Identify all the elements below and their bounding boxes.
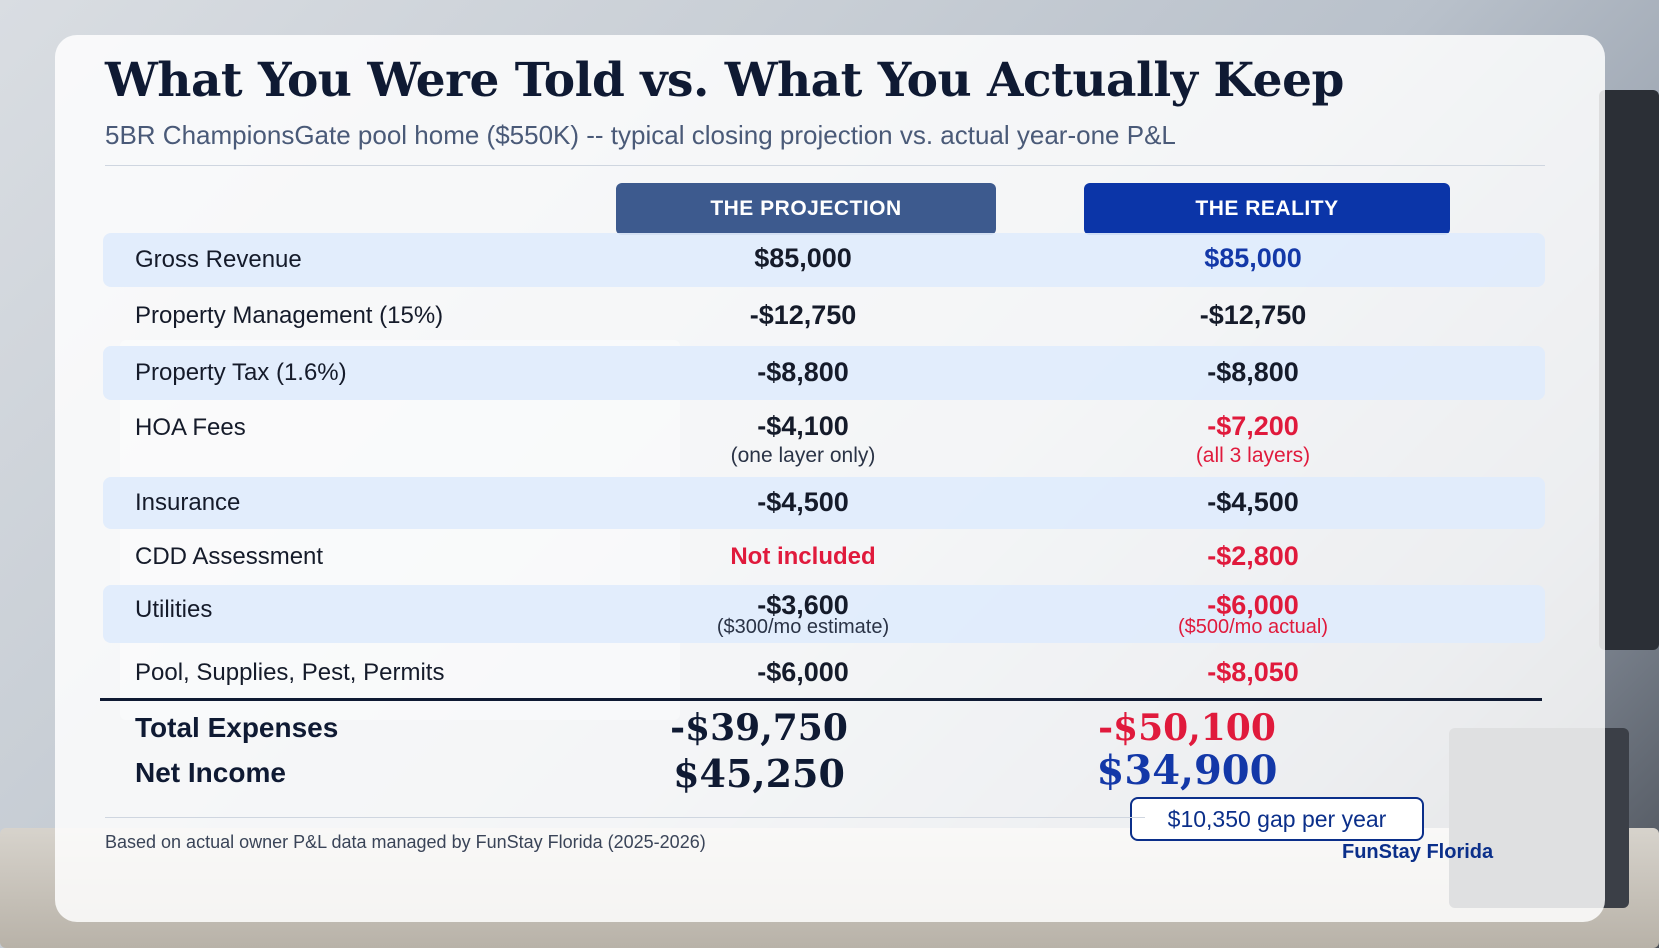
- page-title: What You Were Told vs. What You Actually…: [105, 53, 1344, 108]
- row-label: Property Tax (1.6%): [135, 359, 347, 386]
- projection-amount: -$12,750: [749, 300, 857, 330]
- projection-note: ($300/mo estimate): [716, 616, 890, 638]
- projection-cell: -$12,750: [593, 300, 1013, 331]
- table-row-insurance: Insurance -$4,500 -$4,500: [103, 477, 1545, 529]
- reality-cell: -$8,050: [1043, 657, 1463, 688]
- projection-amount: $85,000: [754, 243, 852, 273]
- row-label: Pool, Supplies, Pest, Permits: [135, 659, 445, 686]
- table-row-property-tax: Property Tax (1.6%) -$8,800 -$8,800: [103, 346, 1545, 400]
- total-expenses-projection: -$39,750: [670, 707, 848, 749]
- reality-amount: $85,000: [1204, 243, 1302, 273]
- row-label: HOA Fees: [135, 414, 246, 441]
- totals-divider: [100, 698, 1542, 701]
- gap-per-year-badge: $10,350 gap per year: [1130, 797, 1424, 841]
- title-divider: [105, 165, 1545, 166]
- reality-cell: -$4,500: [1043, 487, 1463, 518]
- reality-note: (all 3 layers): [1195, 444, 1311, 467]
- reality-cell: -$8,800: [1043, 357, 1463, 388]
- projection-cell: -$4,100 (one layer only): [593, 411, 1013, 468]
- comparison-card: What You Were Told vs. What You Actually…: [55, 35, 1605, 922]
- projection-cell: -$3,600 ($300/mo estimate): [593, 592, 1013, 639]
- reality-amount: -$7,200: [1207, 411, 1299, 441]
- reality-cell: -$6,000 ($500/mo actual): [1043, 592, 1463, 639]
- row-label: Utilities: [135, 596, 213, 623]
- projection-cell: -$6,000: [593, 657, 1013, 688]
- table-row-cdd-assessment: CDD Assessment Not included -$2,800: [103, 531, 1545, 583]
- table-row-hoa-fees: HOA Fees -$4,100 (one layer only) -$7,20…: [103, 403, 1545, 475]
- projection-amount: -$3,600: [757, 590, 849, 620]
- reality-amount: -$6,000: [1207, 590, 1299, 620]
- row-label: Insurance: [135, 489, 241, 516]
- net-income-label: Net Income: [135, 757, 286, 788]
- projection-amount: -$4,500: [757, 487, 849, 517]
- table-row-utilities: Utilities -$3,600 ($300/mo estimate) -$6…: [103, 585, 1545, 643]
- projection-cell: $85,000: [593, 243, 1013, 274]
- footnote-divider: [105, 817, 1145, 818]
- projection-cell: -$8,800: [593, 357, 1013, 388]
- projection-amount: Not included: [730, 543, 876, 570]
- reality-amount: -$4,500: [1207, 487, 1299, 517]
- row-label: Property Management (15%): [135, 302, 444, 329]
- footnote: Based on actual owner P&L data managed b…: [105, 832, 706, 852]
- reality-amount: -$8,800: [1207, 357, 1299, 387]
- projection-cell: -$4,500: [593, 487, 1013, 518]
- projection-note: (one layer only): [730, 444, 876, 467]
- projection-amount: -$6,000: [757, 657, 849, 687]
- net-income-reality: $34,900: [1096, 747, 1278, 794]
- reality-cell: -$7,200 (all 3 layers): [1043, 411, 1463, 468]
- total-expenses-reality: -$50,100: [1098, 707, 1276, 749]
- total-expenses-label: Total Expenses: [135, 712, 339, 743]
- background-tv: [1599, 90, 1659, 650]
- table-row-pool-supplies: Pool, Supplies, Pest, Permits -$6,000 -$…: [103, 649, 1545, 701]
- reality-note: ($500/mo actual): [1177, 616, 1329, 638]
- reality-amount: -$12,750: [1199, 300, 1307, 330]
- projection-amount: -$8,800: [757, 357, 849, 387]
- reality-amount: -$8,050: [1207, 657, 1299, 687]
- row-label: CDD Assessment: [135, 543, 324, 570]
- reality-cell: -$2,800: [1043, 541, 1463, 572]
- page-subtitle: 5BR ChampionsGate pool home ($550K) -- t…: [105, 120, 1176, 150]
- table-row-gross-revenue: Gross Revenue $85,000 $85,000: [103, 233, 1545, 287]
- net-income-projection: $45,250: [673, 751, 845, 796]
- brand-logo-text: FunStay Florida: [1342, 841, 1494, 863]
- reality-cell: -$12,750: [1043, 300, 1463, 331]
- reality-cell: $85,000: [1043, 243, 1463, 274]
- row-label: Gross Revenue: [135, 246, 302, 273]
- projection-cell: Not included: [593, 543, 1013, 571]
- reality-column-header: THE REALITY: [1084, 183, 1450, 235]
- projection-column-header: THE PROJECTION: [616, 183, 996, 235]
- table-row-property-management: Property Management (15%) -$12,750 -$12,…: [103, 289, 1545, 343]
- reality-amount: -$2,800: [1207, 541, 1299, 571]
- projection-amount: -$4,100: [757, 411, 849, 441]
